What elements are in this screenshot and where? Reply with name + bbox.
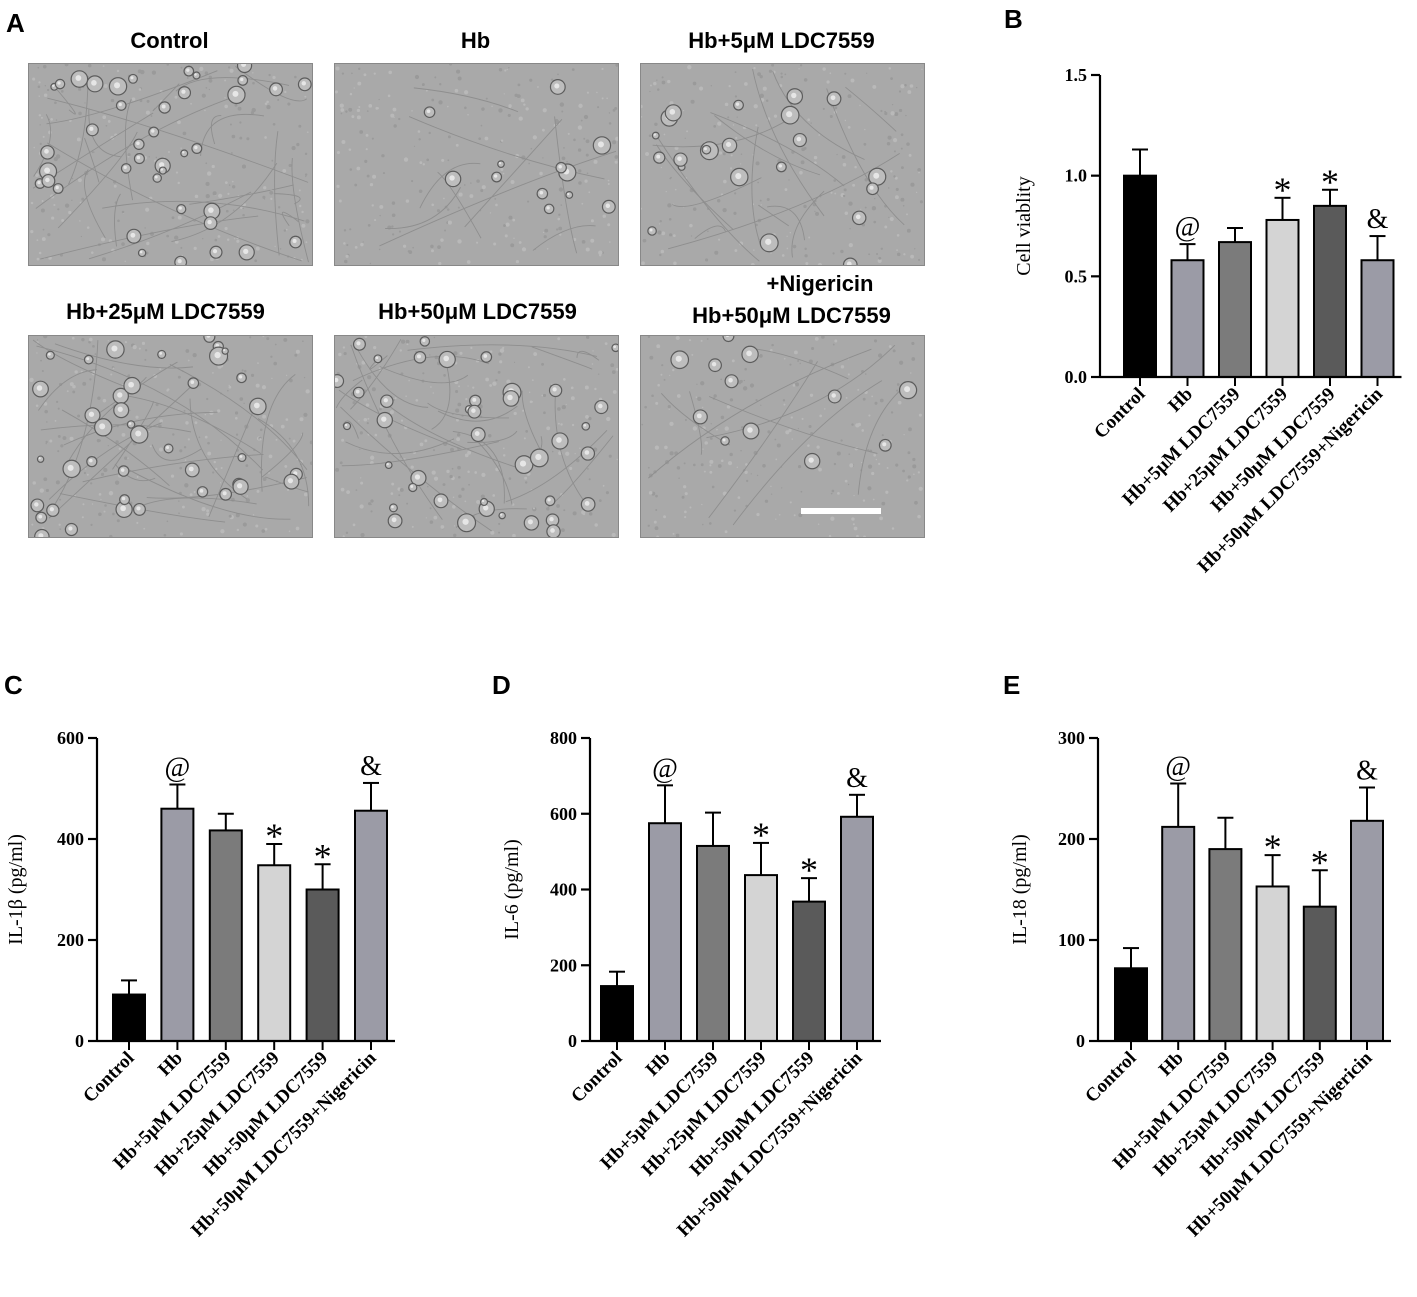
y-tick-label: 0.5 — [1065, 266, 1088, 286]
micrograph-hb5 — [640, 63, 925, 266]
significance-mark: & — [360, 751, 382, 782]
y-tick-label: 400 — [57, 829, 84, 849]
x-tick-label: Hb — [642, 1048, 675, 1081]
micrograph-hb50-nigericin — [640, 335, 925, 538]
y-axis-label: IL-6 (pg/ml) — [501, 839, 523, 940]
y-tick-label: 200 — [57, 930, 84, 950]
bar-hb5 — [208, 829, 243, 1042]
y-tick-label: 0 — [568, 1031, 577, 1051]
significance-mark: * — [265, 816, 283, 856]
x-tick-label: Hb — [1155, 1048, 1188, 1081]
bar-hb5 — [1218, 241, 1252, 378]
bar-control — [112, 993, 146, 1043]
y-tick-label: 400 — [550, 880, 577, 900]
scale-bar — [801, 508, 881, 514]
y-tick-label: 1.5 — [1065, 65, 1088, 85]
bar-hb25 — [257, 864, 292, 1042]
significance-mark: * — [1264, 827, 1282, 867]
micrograph-label-control: Control — [130, 28, 209, 53]
micrograph-label-nigericin-line1: +Nigericin — [766, 271, 874, 296]
significance-mark: @ — [165, 752, 191, 783]
bar-hb50 — [1302, 905, 1337, 1042]
micrograph-label-hb25: Hb+25μM LDC7559 — [66, 299, 265, 324]
bar-hb50 — [792, 900, 826, 1042]
significance-mark: * — [800, 850, 818, 890]
micrograph-hb — [334, 63, 619, 266]
y-tick-label: 0.0 — [1065, 367, 1088, 387]
bar-hb — [160, 807, 195, 1042]
panel-letter-b: B — [1004, 4, 1023, 34]
panel-letter-a: A — [6, 8, 25, 38]
y-axis-label: Cell viablity — [1013, 176, 1035, 275]
significance-mark: @ — [1165, 751, 1191, 782]
y-tick-label: 600 — [57, 728, 84, 748]
chart-il-1b: IL-1β (pg/ml)0200400600Control@HbHb+5μM … — [5, 728, 395, 1241]
significance-mark: & — [1356, 755, 1378, 786]
micrograph-label-hb50: Hb+50μM LDC7559 — [378, 299, 577, 324]
bar-hb — [648, 822, 682, 1042]
significance-mark: * — [752, 815, 770, 855]
micrograph-label-hb: Hb — [460, 28, 491, 53]
bar-hb25 — [1265, 218, 1300, 378]
y-axis-label: IL-18 (pg/ml) — [1009, 834, 1031, 945]
y-tick-label: 200 — [550, 955, 577, 975]
x-tick-label: Control — [1090, 384, 1149, 443]
micrograph-label-hb5: Hb+5μM LDC7559 — [688, 28, 875, 53]
bar-hb25 — [1255, 885, 1290, 1042]
bar-hb50 — [305, 888, 340, 1042]
significance-mark: * — [1311, 842, 1329, 882]
bar-hb25 — [744, 874, 778, 1042]
panel-letter-d: D — [492, 670, 511, 700]
bar-control — [1114, 967, 1148, 1042]
x-tick-label: Control — [567, 1048, 626, 1107]
micrograph-control — [28, 63, 313, 266]
y-tick-label: 600 — [550, 804, 577, 824]
bar-hb50nig — [840, 815, 874, 1042]
bar-hb50nig — [1350, 819, 1384, 1042]
bar-control — [600, 985, 634, 1042]
panel-letter-e: E — [1003, 670, 1021, 700]
y-tick-label: 100 — [1058, 930, 1085, 950]
x-tick-label: Control — [79, 1048, 138, 1107]
bar-hb50 — [1313, 204, 1347, 378]
y-tick-label: 800 — [550, 728, 577, 748]
significance-mark: @ — [652, 753, 678, 784]
significance-mark: * — [1321, 162, 1339, 202]
significance-mark: & — [1367, 204, 1389, 235]
y-axis-label: IL-1β (pg/ml) — [5, 834, 27, 945]
bar-hb5 — [1208, 848, 1243, 1042]
micrograph-hb25 — [28, 335, 313, 538]
y-tick-label: 0 — [75, 1031, 84, 1051]
bar-hb50nig — [354, 809, 388, 1042]
bar-hb5 — [696, 844, 730, 1042]
panel-letter-c: C — [4, 670, 23, 700]
chart-il-18: IL-18 (pg/ml)0100200300Control@HbHb+5μM … — [1009, 728, 1391, 1241]
y-tick-label: 0 — [1076, 1031, 1085, 1051]
x-tick-label: Control — [1081, 1048, 1140, 1107]
significance-mark: @ — [1175, 212, 1201, 243]
micrograph-label-nigericin-line2: Hb+50μM LDC7559 — [692, 303, 891, 328]
significance-mark: & — [846, 763, 868, 794]
chart-il-6: IL-6 (pg/ml)0200400600800Control@HbHb+5μ… — [501, 728, 881, 1241]
chart-cell-viability: Cell viablity0.00.51.01.5Control@HbHb+5μ… — [1013, 65, 1402, 577]
micrograph-hb50 — [334, 335, 619, 538]
x-tick-label: Hb — [154, 1048, 187, 1081]
y-tick-label: 200 — [1058, 829, 1085, 849]
y-tick-label: 300 — [1058, 728, 1085, 748]
bar-hb — [1170, 259, 1205, 378]
bar-hb — [1161, 825, 1196, 1042]
significance-mark: * — [314, 836, 332, 876]
significance-mark: * — [1274, 170, 1292, 210]
y-tick-label: 1.0 — [1065, 166, 1088, 186]
x-tick-label: Hb — [1164, 384, 1197, 417]
bar-control — [1123, 174, 1157, 378]
bar-hb50nig — [1360, 259, 1395, 378]
